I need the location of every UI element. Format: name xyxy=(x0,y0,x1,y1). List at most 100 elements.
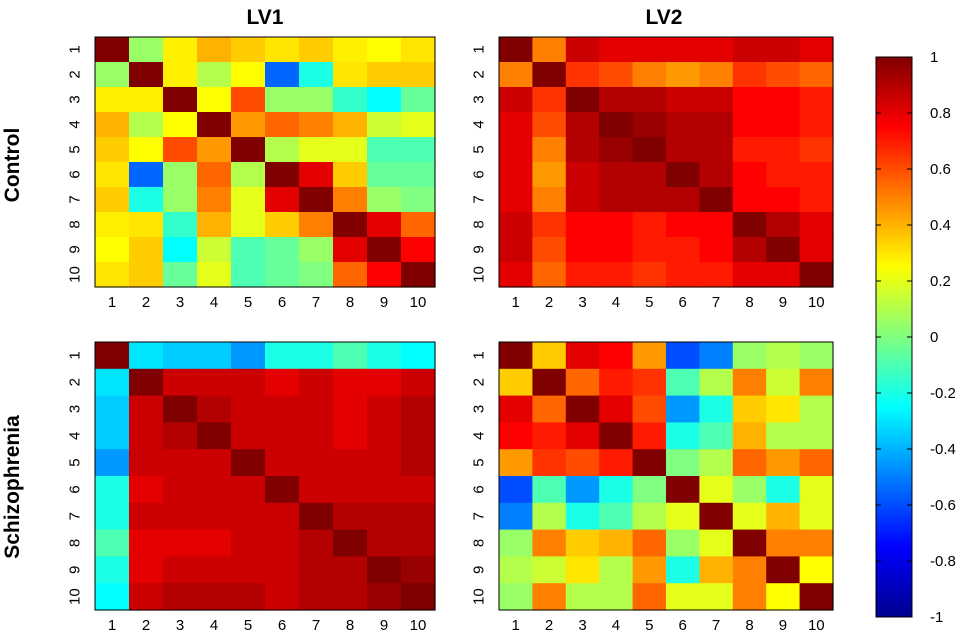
heatmap-cell xyxy=(333,137,368,163)
heatmap-cell xyxy=(265,62,300,88)
heatmap-cell xyxy=(565,112,600,138)
heatmap-cell xyxy=(265,476,300,504)
heatmap-cell xyxy=(401,162,436,188)
heatmap-cell xyxy=(163,37,198,63)
heatmap-cell xyxy=(231,187,266,213)
heatmap-cell xyxy=(666,368,700,397)
heatmap-cell xyxy=(299,212,334,238)
colorbar-tick-label: 0.6 xyxy=(930,161,951,178)
y-tick-label: 6 xyxy=(471,170,488,178)
heatmap-cell xyxy=(95,556,130,584)
heatmap-cell xyxy=(265,162,300,188)
heatmap-cell xyxy=(565,262,600,288)
heatmap-cell xyxy=(599,395,634,423)
heatmap-control-lv2: 1 2 3 4 5 6 7 8 9 10 1 2 3 4 5 6 7 8 9 10 xyxy=(471,36,834,311)
heatmap-cell xyxy=(129,62,164,88)
heatmap-cell xyxy=(333,237,368,263)
colorbar-ticks: 1 0.8 0.6 0.4 0.2 0 -0.2 -0.4 -0.6 -0.8 -1 xyxy=(876,49,956,626)
heatmap-cell xyxy=(231,529,266,557)
heatmap-cell xyxy=(333,162,368,188)
heatmap-cell xyxy=(401,87,436,113)
heatmap-cell xyxy=(499,212,533,238)
y-tick-label: 6 xyxy=(471,485,488,493)
heatmap-cell xyxy=(599,162,634,188)
heatmap-cell xyxy=(599,187,634,213)
heatmap-cell xyxy=(766,502,801,531)
heatmap-cell xyxy=(799,87,834,113)
colorbar-tick-label: 0.4 xyxy=(930,217,951,234)
heatmap-cell xyxy=(163,529,198,557)
heatmap-cell xyxy=(732,368,767,397)
x-tick-label: 6 xyxy=(679,294,687,311)
heatmap-cell xyxy=(299,87,334,113)
heatmap-cell xyxy=(632,87,667,113)
heatmap-cell xyxy=(401,422,436,450)
heatmap-cell xyxy=(333,476,368,504)
heatmap-cell xyxy=(367,583,402,611)
heatmap-cell xyxy=(666,37,700,63)
y-tick-label: 2 xyxy=(471,70,488,78)
heatmap-cell xyxy=(632,62,667,88)
heatmap-cell xyxy=(732,137,767,163)
heatmap-cell xyxy=(299,137,334,163)
heatmap-cell xyxy=(367,395,402,423)
heatmap-cell xyxy=(333,502,368,531)
heatmap-cell xyxy=(499,342,533,370)
heatmap-cell xyxy=(197,583,232,611)
y-tick-label: 4 xyxy=(471,432,488,440)
heatmap-cell xyxy=(401,368,436,397)
heatmap-cell xyxy=(299,449,334,477)
heatmap-cell xyxy=(231,583,266,611)
heatmap-cell xyxy=(401,237,436,263)
heatmap-cell xyxy=(95,476,130,504)
row-title-schizophrenia: Schizophrenia xyxy=(1,415,24,559)
heatmap-cell xyxy=(129,476,164,504)
heatmap-cell xyxy=(599,502,634,531)
heatmap-cell xyxy=(95,237,130,263)
colorbar-tick-label: 0.8 xyxy=(930,105,951,122)
heatmap-cell xyxy=(95,212,130,238)
heatmap-cell xyxy=(732,422,767,450)
heatmap-cell xyxy=(163,422,198,450)
heatmap-cell xyxy=(499,368,533,397)
row-title-control: Control xyxy=(1,128,24,203)
heatmap-cell xyxy=(95,62,130,88)
heatmap-cell xyxy=(299,37,334,63)
heatmap-cell xyxy=(129,368,164,397)
heatmap-cell xyxy=(599,112,634,138)
heatmap-cell xyxy=(799,112,834,138)
heatmap-cell xyxy=(401,37,436,63)
heatmap-cell xyxy=(699,87,734,113)
heatmap-cell xyxy=(367,502,402,531)
heatmap-cell xyxy=(129,187,164,213)
heatmap-cell xyxy=(367,187,402,213)
heatmap-cell xyxy=(632,556,667,584)
heatmap-cell xyxy=(766,449,801,477)
x-tick-label: 8 xyxy=(745,294,753,311)
heatmap-cell xyxy=(799,556,834,584)
colorbar-tick-label: -0.8 xyxy=(930,553,956,570)
heatmap-cell xyxy=(699,137,734,163)
colorbar-tick-label: 0 xyxy=(930,329,938,346)
x-tick-label: 7 xyxy=(712,294,720,311)
heatmap-control-lv1: 1 2 3 4 5 6 7 8 9 10 1 2 3 4 5 6 7 8 9 10 xyxy=(67,36,436,311)
heatmap-cell xyxy=(666,162,700,188)
heatmap-cell xyxy=(499,162,533,188)
heatmap-cell xyxy=(766,583,801,611)
x-tick-label: 5 xyxy=(244,294,252,311)
heatmap-cell xyxy=(699,449,734,477)
heatmap-cell xyxy=(299,529,334,557)
heatmap-cell xyxy=(401,342,436,370)
heatmap-cell xyxy=(367,62,402,88)
y-tick-label: 3 xyxy=(67,405,84,413)
heatmap-cell xyxy=(666,262,700,288)
heatmap-cell xyxy=(799,62,834,88)
heatmap-cell xyxy=(565,137,600,163)
y-tick-label: 9 xyxy=(471,245,488,253)
heatmap-cell xyxy=(532,187,567,213)
heatmap-cell xyxy=(163,556,198,584)
heatmap-cell xyxy=(401,476,436,504)
heatmap-cell xyxy=(231,368,266,397)
heatmap-cell xyxy=(565,583,600,611)
heatmap-cell xyxy=(532,237,567,263)
